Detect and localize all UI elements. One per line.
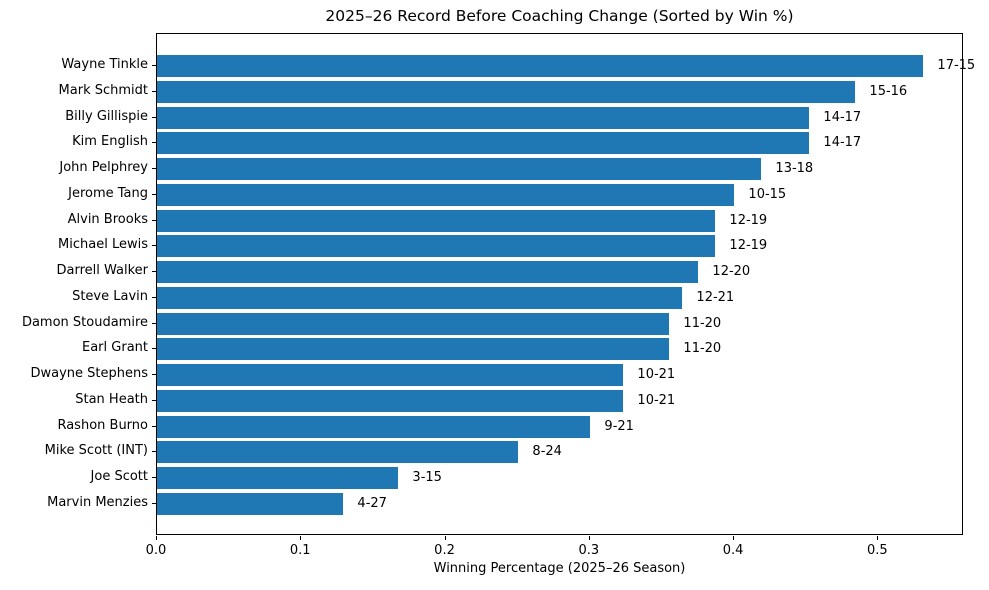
bar-value-label: 4-27 (357, 495, 387, 511)
bar (157, 158, 761, 181)
bar-value-label: 3-15 (412, 469, 442, 485)
bar-value-label: 9-21 (604, 418, 634, 434)
y-tick-mark (152, 348, 156, 350)
bar-value-label: 10-15 (748, 186, 787, 202)
bar (157, 132, 809, 155)
bar (157, 389, 623, 412)
bar-value-label: 14-17 (823, 135, 862, 151)
bar (157, 106, 809, 129)
category-label: Marvin Menzies (47, 494, 148, 510)
bar-value-label: 12-21 (696, 289, 735, 305)
bar (157, 55, 923, 78)
y-tick-mark (152, 502, 156, 504)
bar (157, 312, 669, 335)
x-tick-mark (733, 536, 735, 540)
bar-value-label: 15-16 (869, 84, 908, 100)
bar (157, 466, 398, 489)
bar-value-label: 11-20 (683, 315, 722, 331)
x-tick-mark (588, 536, 590, 540)
y-tick-mark (152, 399, 156, 401)
bar (157, 209, 715, 232)
y-tick-mark (152, 65, 156, 67)
plot-area: 17-15 15-16 14-17 14-17 13-18 10-15 12-19 12-19… (156, 33, 975, 535)
bar-value-label: 13-18 (775, 161, 814, 177)
y-tick-mark (152, 168, 156, 170)
bar (157, 415, 590, 438)
x-tick-label: 0.0 (145, 543, 167, 558)
bar (157, 441, 518, 464)
y-tick-mark (152, 374, 156, 376)
x-tick-label: 0.5 (866, 543, 888, 558)
category-label: Billy Gillispie (65, 108, 148, 124)
x-tick-label: 0.1 (289, 543, 311, 558)
bar-value-label: 14-17 (823, 109, 862, 125)
category-label: Joe Scott (90, 468, 148, 484)
bar-value-label: 12-19 (729, 212, 768, 228)
bar (157, 286, 682, 309)
x-tick-mark (156, 536, 157, 540)
x-tick-mark (877, 536, 879, 540)
y-tick-mark (152, 91, 156, 93)
x-tick-label: 0.2 (434, 543, 455, 558)
y-tick-mark (152, 451, 156, 453)
category-label: John Pelphrey (59, 160, 148, 176)
bar (157, 183, 734, 206)
bar-value-label: 12-19 (729, 238, 768, 254)
category-label: Darrell Walker (56, 263, 148, 279)
category-label: Rashon Burno (57, 417, 148, 433)
x-tick-mark (444, 536, 446, 540)
y-tick-mark (152, 116, 156, 118)
category-label: Kim English (72, 134, 148, 150)
y-tick-mark (152, 271, 156, 273)
category-label: Alvin Brooks (67, 211, 148, 227)
y-tick-mark (152, 296, 156, 298)
bar (157, 81, 855, 104)
bar (157, 235, 715, 258)
bar (157, 364, 623, 387)
y-tick-mark (152, 245, 156, 247)
category-label: Mark Schmidt (58, 83, 148, 99)
category-label: Jerome Tang (68, 185, 148, 201)
category-label: Damon Stoudamire (21, 314, 148, 330)
bar-value-label: 12-20 (712, 264, 751, 280)
y-tick-mark (152, 193, 156, 195)
bar (157, 261, 698, 284)
category-label: Earl Grant (82, 340, 148, 356)
x-tick-mark (300, 536, 302, 540)
category-label: Steve Lavin (72, 288, 148, 304)
y-tick-mark (152, 476, 156, 478)
bar-value-label: 11-20 (683, 341, 722, 357)
bar (157, 492, 343, 515)
bar-value-label: 10-21 (637, 367, 676, 383)
y-tick-mark (152, 425, 156, 427)
bar-value-label: 17-15 (937, 58, 976, 74)
x-axis-label: Winning Percentage (2025–26 Season) (433, 561, 686, 576)
bar-value-label: 10-21 (637, 392, 676, 408)
chart-title: 2025–26 Record Before Coaching Change (S… (325, 7, 794, 25)
category-label: Mike Scott (INT) (44, 443, 148, 459)
y-tick-mark (152, 142, 156, 144)
y-tick-mark (152, 322, 156, 324)
bar-value-label: 8-24 (532, 444, 562, 460)
category-label: Dwayne Stephens (30, 366, 148, 382)
x-tick-label: 0.3 (578, 543, 600, 558)
category-label: Wayne Tinkle (61, 57, 148, 73)
bar (157, 338, 669, 361)
category-label: Stan Heath (75, 391, 148, 407)
x-tick-label: 0.4 (722, 543, 744, 558)
category-label: Michael Lewis (58, 237, 148, 253)
y-tick-mark (152, 219, 156, 221)
